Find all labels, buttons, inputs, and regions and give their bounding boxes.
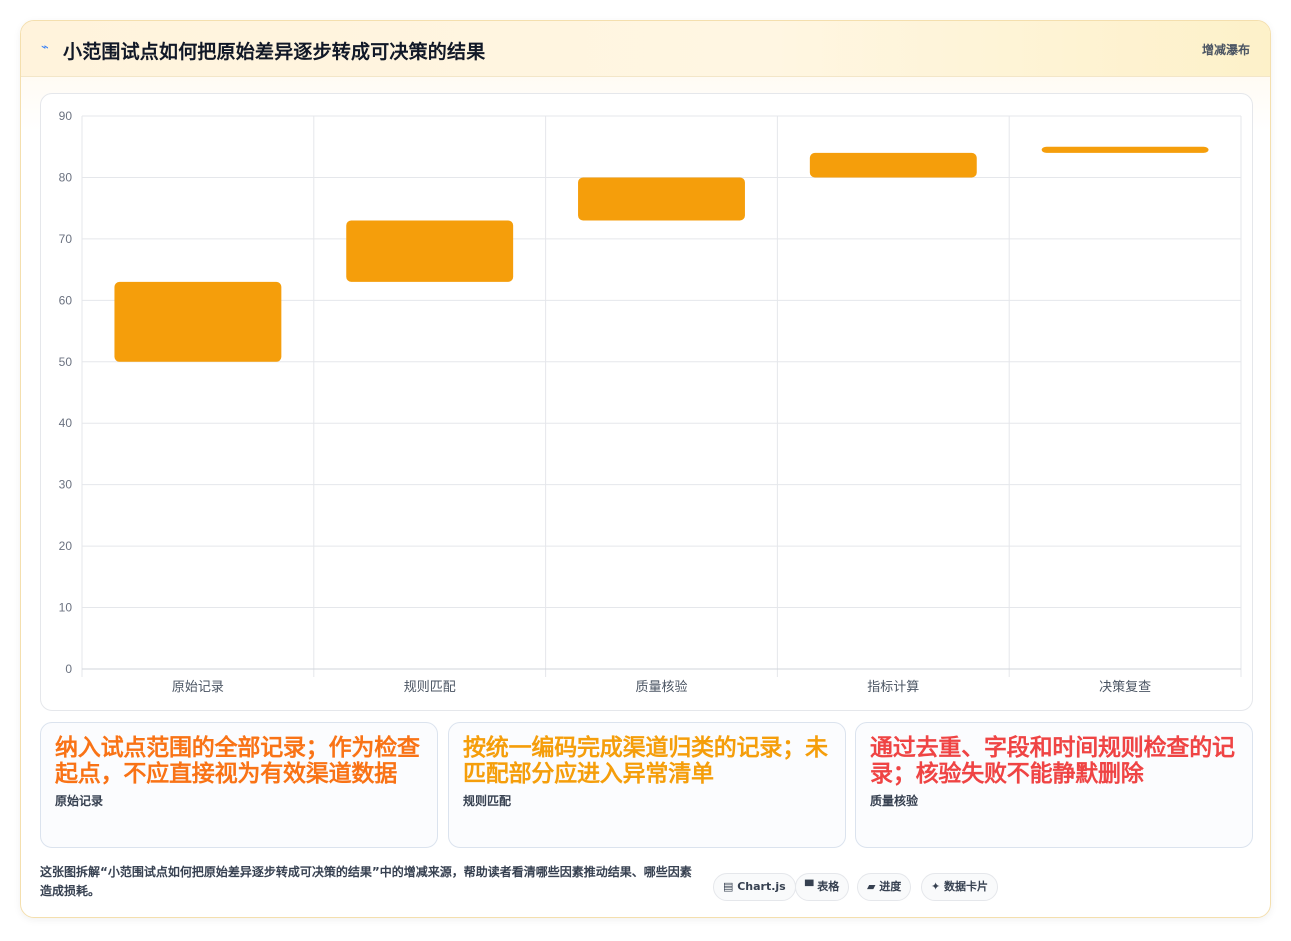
waterfall-bar <box>346 220 514 282</box>
y-tick-label: 30 <box>59 478 73 492</box>
waterfall-bar <box>1041 146 1209 153</box>
y-tick-label: 50 <box>59 355 73 369</box>
x-tick-label: 规则匹配 <box>404 680 456 695</box>
chip-table[interactable]: ▀ 表格 <box>795 873 850 901</box>
y-tick-label: 40 <box>59 416 73 430</box>
chart-description: 这张图拆解“小范围试点如何把原始差异逐步转成可决策的结果”中的增减来源，帮助读者… <box>40 865 692 898</box>
x-tick-label: 质量核验 <box>635 679 687 695</box>
y-tick-label: 60 <box>59 293 73 307</box>
chip-data-card[interactable]: ✦ 数据卡片 <box>921 873 999 901</box>
info-card-text: 通过去重、字段和时间规则检查的记录；核验失败不能静默删除 <box>870 735 1235 787</box>
chip-progress[interactable]: ▰ 进度 <box>857 873 912 901</box>
chart-type-tag: 增减瀑布 <box>1201 43 1250 57</box>
y-tick-label: 70 <box>59 232 73 246</box>
x-tick-label: 指标计算 <box>867 680 919 695</box>
info-card-label: 规则匹配 <box>463 794 512 808</box>
chart-card: ⌁ 小范围试点如何把原始差异逐步转成可决策的结果 增减瀑布 0 10 20 30 40 5… <box>20 20 1271 918</box>
chart-area: 0 10 20 30 40 50 60 70 80 90 原始记录 规则匹配 质量核验 指标计算 决策复查 <box>40 93 1253 711</box>
info-card-label: 质量核验 <box>870 794 919 808</box>
y-tick-label: 90 <box>59 109 73 123</box>
x-tick-label: 决策复查 <box>1099 679 1151 695</box>
chart-title: 小范围试点如何把原始差异逐步转成可决策的结果 <box>63 41 486 63</box>
waterfall-bar <box>809 152 977 178</box>
info-card-label: 原始记录 <box>55 794 104 808</box>
x-tick-label: 原始记录 <box>172 680 224 695</box>
info-card-quality-check[interactable]: 通过去重、字段和时间规则检查的记录；核验失败不能静默删除 质量核验 <box>855 722 1253 848</box>
waterfall-bar <box>578 177 745 221</box>
y-tick-label: 20 <box>59 539 73 553</box>
info-cards: 纳入试点范围的全部记录；作为检查起点，不应直接视为有效渠道数据 原始记录 按统一… <box>40 722 1253 848</box>
waterfall-bar <box>114 281 282 362</box>
info-card-rule-match[interactable]: 按统一编码完成渠道归类的记录；未匹配部分应进入异常清单 规则匹配 <box>448 722 846 848</box>
info-card-text: 纳入试点范围的全部记录；作为检查起点，不应直接视为有效渠道数据 <box>55 735 420 787</box>
y-tick-label: 0 <box>65 662 72 676</box>
info-card-text: 按统一编码完成渠道归类的记录；未匹配部分应进入异常清单 <box>463 735 828 787</box>
chart-icon: ⌁ <box>41 40 49 55</box>
chip-chart-js[interactable]: ▤ Chart.js <box>713 873 796 901</box>
card-header: ⌁ 小范围试点如何把原始差异逐步转成可决策的结果 增减瀑布 <box>21 21 1270 77</box>
y-tick-label: 10 <box>59 601 73 615</box>
info-card-raw-records[interactable]: 纳入试点范围的全部记录；作为检查起点，不应直接视为有效渠道数据 原始记录 <box>40 722 438 848</box>
y-tick-label: 80 <box>59 170 73 184</box>
waterfall-chart: 0 10 20 30 40 50 60 70 80 90 原始记录 规则匹配 质量核验 指标计算 决策复查 <box>59 109 1242 695</box>
